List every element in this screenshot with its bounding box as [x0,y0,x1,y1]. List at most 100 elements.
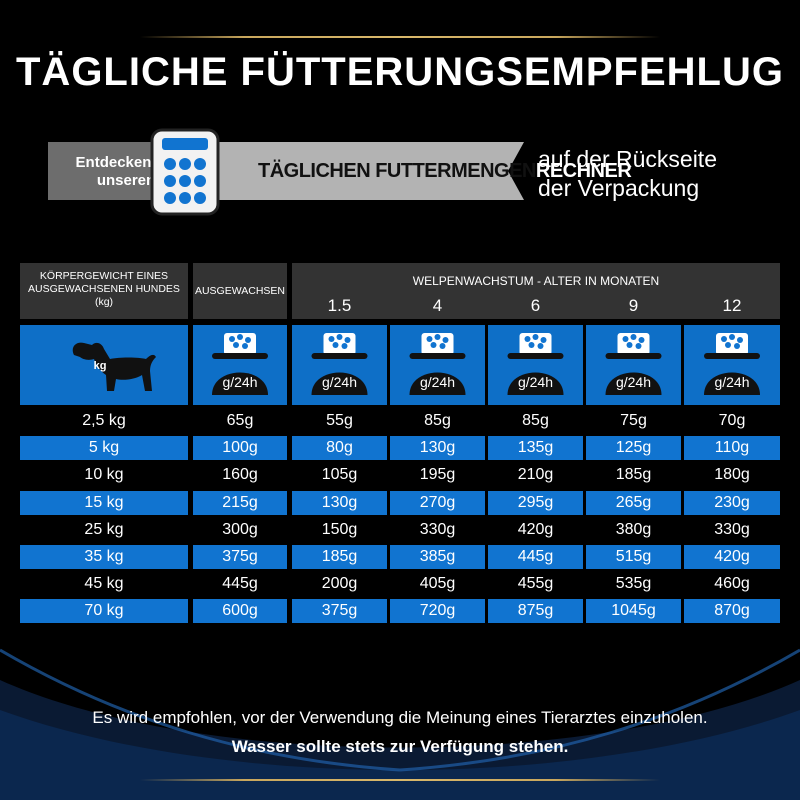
background-wave [0,648,800,800]
weight-cell: 35 kg [20,545,188,569]
amount-cell: 215g [193,490,287,515]
amount-cell: 55g [326,412,353,429]
amount-cell: 185g [615,466,652,484]
bowl-icon-cell: g/24h [390,325,485,405]
bowl-icon-label: g/24h [714,374,749,390]
weight-cell: 70 kg [20,599,188,624]
water-note: Wasser sollte stets zur Verfügung stehen… [231,737,569,756]
month-3: 6 [530,296,541,315]
amount-cell: 130g [292,490,387,515]
amount-cell: 105g [321,466,358,484]
amount-cell: 330g [419,520,456,538]
amount-cell: 330g [714,520,750,538]
amount-cell: 75g [620,412,647,429]
month-5: 12 [722,296,742,315]
amount-cell: 405g [419,575,456,593]
amount-cell: 230g [684,490,780,515]
amount-cell: 125g [586,436,681,461]
amount-cell: 445g [222,575,258,593]
food-bowl-icon: g/24h [311,333,368,395]
amount-cell: 1045g [586,599,681,624]
month-4: 9 [628,296,639,315]
package-back-note: auf der Rückseite der Verpackung [538,145,717,203]
amount-cell: 295g [488,490,583,515]
amount-cell: 130g [390,436,485,461]
food-bowl-icon: g/24h [605,333,662,395]
bowl-icon-cell: g/24h [292,325,387,405]
dog-icon: kg [72,342,156,391]
calculator-label-accent: RECHNER [535,160,632,182]
weight-column-header-text: KÖRPERGEWICHT EINES AUSGEWACHSENEN HUNDE… [28,270,180,308]
adult-column-header: AUSGEWACHSEN [193,263,287,319]
amount-cell: 70g [718,412,746,429]
amount-cell: 100g [193,436,287,461]
amount-cell: 110g [684,436,780,461]
amount-cell: 375g [292,599,387,624]
food-bowl-icon: g/24h [704,333,760,395]
package-back-note-line2: der Verpackung [538,175,700,201]
amount-cell: 150g [321,520,358,538]
calculator-label-main: TÄGLICHEN FUTTERMENGEN [258,160,536,182]
dog-weight-icon-cell: kg [20,325,188,405]
amount-cell: 420g [684,545,780,569]
amount-cell: 720g [390,599,485,624]
amount-cell: 265g [586,490,681,515]
amount-cell: 385g [390,545,485,569]
bowl-icon-label: g/24h [420,374,455,390]
amount-cell: 300g [222,520,258,538]
amount-cell: 210g [517,466,554,484]
weight-column-header: KÖRPERGEWICHT EINES AUSGEWACHSENEN HUNDE… [20,263,188,319]
bowl-icon-cell: g/24h [488,325,583,405]
weight-cell: 2,5 kg [82,412,126,429]
weight-cell: 5 kg [20,436,188,461]
amount-cell: 420g [517,520,554,538]
bowl-icon-cell: g/24h [684,325,780,405]
amount-cell: 85g [424,412,451,429]
calculator-label: TÄGLICHEN FUTTERMENGENRECHNER [258,160,632,183]
weight-cell: 25 kg [84,520,124,538]
amount-cell: 85g [522,412,549,429]
amount-cell: 80g [292,436,387,461]
amount-cell: 875g [488,599,583,624]
amount-cell: 600g [193,599,287,624]
bowl-icon-label: g/24h [222,374,257,390]
amount-cell: 515g [586,545,681,569]
bowl-icon-label: g/24h [322,374,357,390]
amount-cell: 180g [714,466,750,484]
amount-cell: 200g [321,575,358,593]
amount-cell: 460g [714,575,750,593]
amount-cell: 65g [226,412,254,429]
weight-cell: 45 kg [84,575,124,593]
page-title: TÄGLICHE FÜTTERUNGSEMPFEHLUG [16,50,784,94]
amount-cell: 270g [390,490,485,515]
bowl-icon-label: g/24h [616,374,651,390]
month-1: 1.5 [327,296,352,315]
amount-cell: 535g [615,575,652,593]
amount-cell: 195g [419,466,456,484]
growth-header: WELPENWACHSTUM - ALTER IN MONATEN 1.5 4 … [292,263,780,319]
amount-cell: 135g [488,436,583,461]
amount-cell: 870g [684,599,780,624]
bowl-icon-label: g/24h [518,374,553,390]
package-back-note-line1: auf der Rückseite [538,146,717,172]
amount-cell: 455g [517,575,554,593]
calculator-banner: Entdecken sie unseren TÄGLICHEN FUTTERME… [48,142,632,200]
amount-cell: 445g [488,545,583,569]
top-gold-divider [140,36,660,38]
amount-cell: 185g [292,545,387,569]
amount-cell: 375g [193,545,287,569]
amount-cell: 160g [222,466,258,484]
weight-cell: 10 kg [84,466,124,484]
amount-cell: 380g [615,520,652,538]
bowl-icon-cell: g/24h [586,325,681,405]
calculator-icon [150,128,220,216]
growth-header-text: WELPENWACHSTUM - ALTER IN MONATEN [412,274,660,288]
food-bowl-icon: g/24h [212,333,268,395]
food-bowl-icon: g/24h [507,333,564,395]
dog-icon-kg-label: kg [94,360,107,372]
adult-column-header-text: AUSGEWACHSEN [194,285,286,297]
vet-advice-note: Es wird empfohlen, vor der Verwendung di… [92,708,708,727]
weight-cell: 15 kg [20,490,188,515]
food-bowl-icon: g/24h [409,333,466,395]
month-2: 4 [432,296,443,315]
